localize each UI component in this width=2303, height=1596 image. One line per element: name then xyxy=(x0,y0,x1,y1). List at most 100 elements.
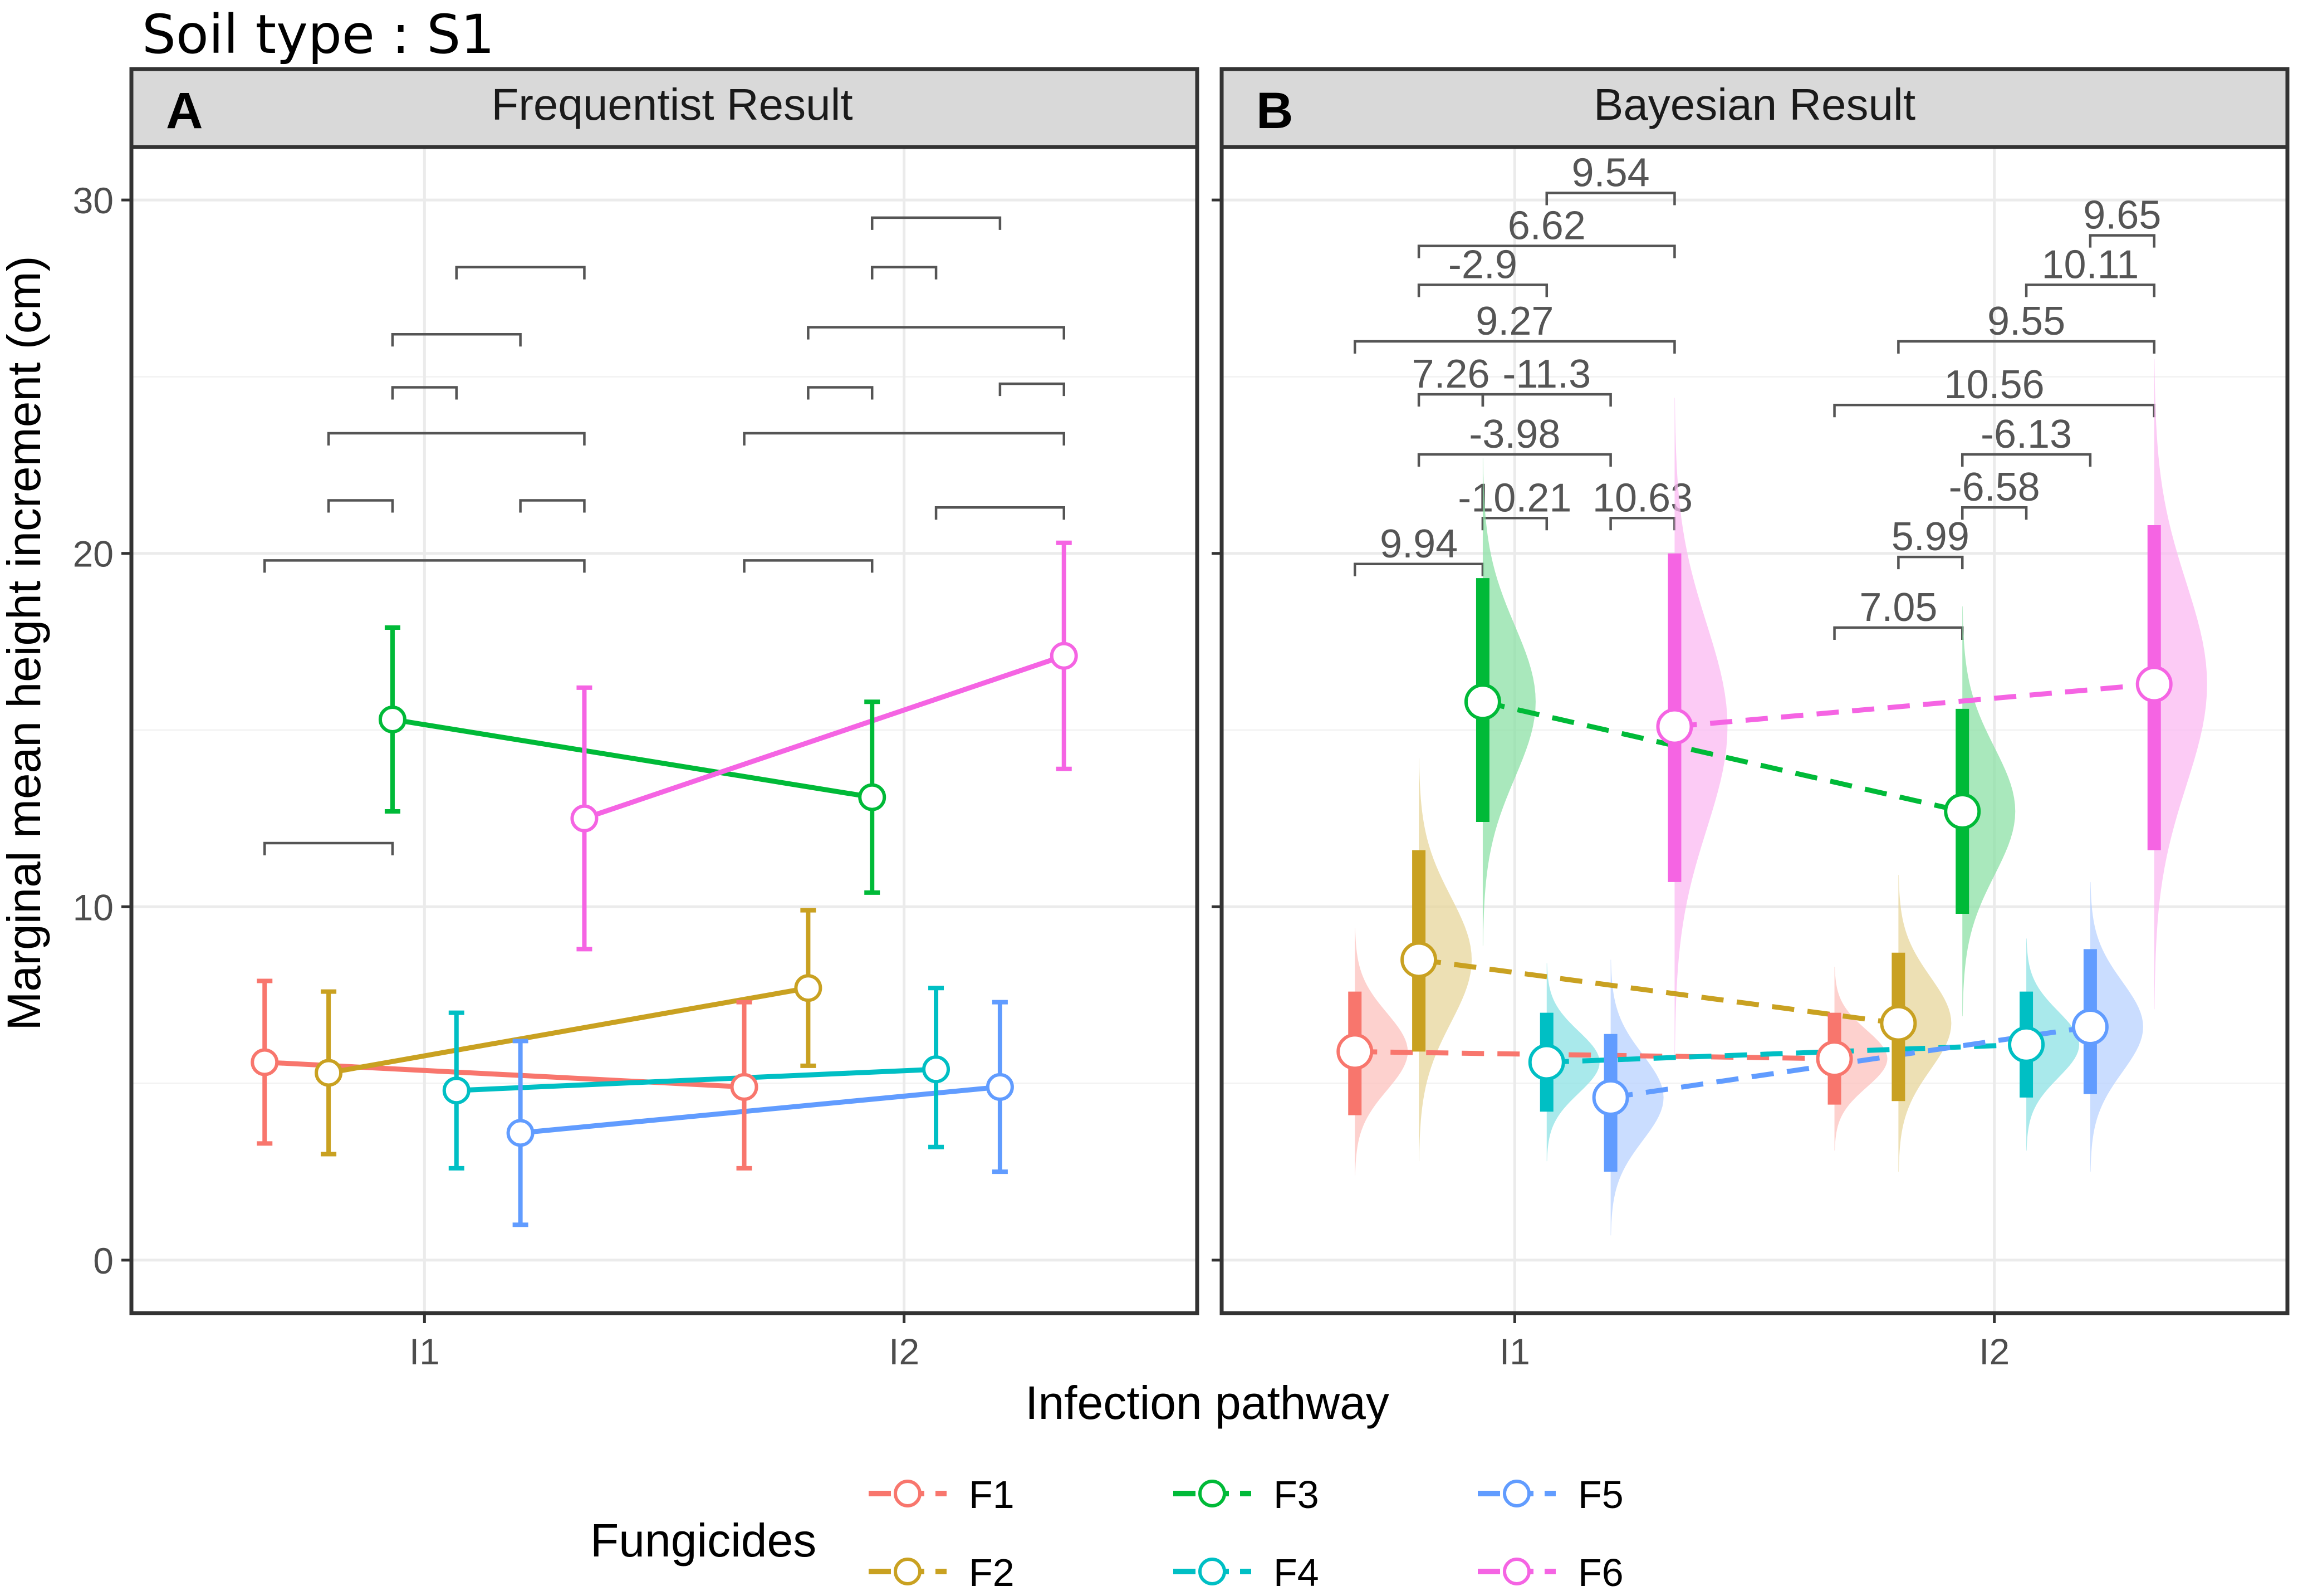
point-f5 xyxy=(1592,1079,1629,1116)
point-f6 xyxy=(2135,665,2173,703)
density-f5 xyxy=(1610,959,1664,1236)
comparison-bracket xyxy=(1897,555,1964,570)
comparison-bracket xyxy=(1545,192,1676,205)
comparison-bracket xyxy=(2089,234,2155,248)
series-line-f2 xyxy=(1418,957,1899,1026)
point-f2 xyxy=(315,1059,343,1087)
legend-item-f5: F5 xyxy=(1478,1473,1624,1516)
point-f4 xyxy=(442,1076,471,1105)
legend: Fungicides F1 F2 F3 F4 F5 F6 xyxy=(590,1473,1624,1594)
comparison-label: 6.62 xyxy=(1508,204,1586,248)
point-f1 xyxy=(251,1048,279,1076)
panel-tag: B xyxy=(1256,82,1293,139)
comparison-bracket xyxy=(934,506,1065,520)
panel-bayesian: 9.94-10.21 10.63-3.987.26 -11.39.27-2.96.6… xyxy=(1212,67,2290,1372)
point-f3 xyxy=(1464,683,1501,721)
legend-key-point xyxy=(1503,1558,1531,1585)
comparison-bracket xyxy=(870,216,1002,230)
x-tick-label: I2 xyxy=(1979,1331,2010,1372)
x-axis-label: Infection pathway xyxy=(1025,1377,1389,1429)
density-f5 xyxy=(2090,882,2143,1172)
comparison-label: 5.99 xyxy=(1892,515,1969,559)
comparison-label: 9.55 xyxy=(1987,299,2065,344)
comparison-bracket xyxy=(519,499,586,513)
comparison-label: -6.13 xyxy=(1981,412,2072,457)
panel-title: Bayesian Result xyxy=(1594,80,1915,129)
comparison-bracket xyxy=(870,266,938,280)
comparison-bracket xyxy=(1354,340,1676,354)
series-line-f3 xyxy=(1482,699,1963,814)
point-f2 xyxy=(1880,1005,1917,1042)
legend-item-f2: F2 xyxy=(869,1551,1015,1594)
legend-label: F4 xyxy=(1273,1551,1319,1594)
plot-area xyxy=(251,216,1078,1227)
comparison-bracket xyxy=(1417,453,1612,467)
point-f1 xyxy=(1336,1033,1374,1070)
legend-label: F3 xyxy=(1273,1473,1319,1516)
series-line-f5 xyxy=(520,1084,1001,1135)
comparison-label: -6.58 xyxy=(1949,465,2040,510)
comparison-bracket xyxy=(391,333,522,347)
comparison-label: -11.3 xyxy=(1502,352,1591,396)
legend-key-point xyxy=(1198,1480,1226,1507)
legend-item-f1: F1 xyxy=(869,1473,1015,1516)
series-line-f6 xyxy=(1674,682,2155,730)
comparison-label: -2.9 xyxy=(1448,242,1517,287)
panel-strip xyxy=(1219,67,2290,149)
series-line-f1 xyxy=(1355,1049,1835,1061)
comparison-bracket xyxy=(327,499,394,513)
legend-items: F1 F2 F3 F4 F5 F6 xyxy=(869,1473,1624,1594)
comparison-bracket xyxy=(263,841,394,856)
comparison-bracket xyxy=(1417,244,1676,258)
y-tick-label: 30 xyxy=(73,180,114,221)
legend-key-point xyxy=(894,1480,922,1507)
point-f3 xyxy=(1944,792,1981,830)
comparison-bracket xyxy=(391,386,458,400)
comparison-label: 10.56 xyxy=(1944,363,2045,407)
comparison-bracket xyxy=(1961,453,2092,467)
plot-area: 9.94-10.21 10.63-3.987.26 -11.39.27-2.96.6… xyxy=(1336,150,2207,1236)
point-f5 xyxy=(506,1119,535,1147)
panel-tag: A xyxy=(166,82,203,139)
series-line-f2 xyxy=(328,985,809,1075)
series-line-f4 xyxy=(456,1066,937,1093)
point-f6 xyxy=(1656,708,1693,745)
comparison-bracket xyxy=(455,266,586,280)
comparison-bracket xyxy=(1481,393,1612,407)
comparison-bracket xyxy=(998,382,1065,396)
density-f2 xyxy=(1419,758,1472,1162)
legend-key-point xyxy=(1198,1558,1226,1585)
comparison-label: -3.98 xyxy=(1469,412,1560,457)
y-tick-label: 10 xyxy=(73,887,114,928)
point-f6 xyxy=(570,804,599,833)
x-tick-label: I2 xyxy=(889,1331,919,1372)
point-f1 xyxy=(1816,1040,1853,1078)
comparison-bracket xyxy=(743,432,1065,445)
point-f4 xyxy=(922,1055,950,1084)
comparison-bracket xyxy=(807,386,874,400)
comparison-label: 7.26 xyxy=(1412,352,1489,396)
point-f2 xyxy=(794,974,822,1002)
legend-label: F1 xyxy=(969,1473,1015,1516)
comparison-label: -10.21 xyxy=(1458,476,1571,520)
point-f4 xyxy=(2008,1026,2045,1063)
density-f6 xyxy=(1674,398,1728,1055)
comparison-label: 7.05 xyxy=(1859,585,1937,630)
legend-label: F6 xyxy=(1578,1551,1624,1594)
legend-item-f4: F4 xyxy=(1173,1551,1319,1594)
comparison-label: 10.11 xyxy=(2041,242,2139,287)
axes: I1 I2 xyxy=(1212,198,2010,1372)
series-line-f6 xyxy=(584,653,1065,821)
series-line-f3 xyxy=(392,717,873,800)
y-tick-label: 0 xyxy=(93,1240,114,1281)
comparison-bracket xyxy=(263,559,586,573)
point-f3 xyxy=(858,783,886,811)
point-f1 xyxy=(730,1073,758,1101)
comparison-label: 9.54 xyxy=(1572,150,1650,195)
comparison-bracket xyxy=(1961,506,2028,520)
axes: 0 10 20 30 I1 I2 xyxy=(73,180,920,1372)
figure-title: Soil type : S1 xyxy=(142,3,494,66)
legend-key-point xyxy=(894,1558,922,1585)
point-f4 xyxy=(1528,1044,1565,1081)
